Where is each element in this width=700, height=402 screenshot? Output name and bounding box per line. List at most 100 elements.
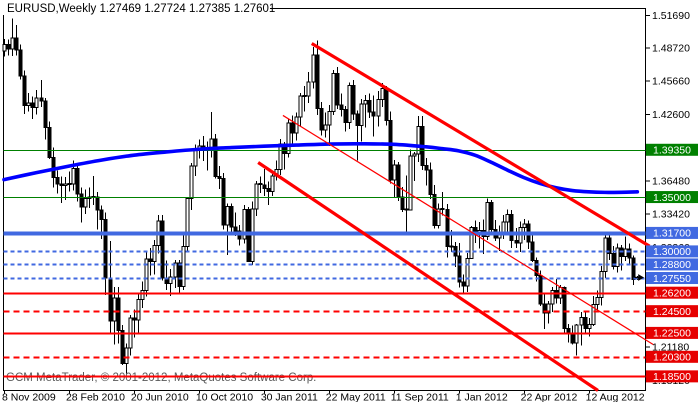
candle-body (47, 126, 52, 159)
right-arrow-icon (638, 274, 644, 281)
candle-body (501, 221, 506, 233)
trendline-2[interactable] (282, 114, 654, 346)
price-badge (646, 272, 698, 285)
candle-body (404, 208, 409, 211)
candle-body (371, 111, 376, 117)
candle-body (181, 246, 186, 287)
candle-body (376, 98, 381, 117)
date-tick-label: 8 Nov 2009 (2, 392, 56, 402)
candle-body (538, 274, 543, 305)
candle-body (611, 252, 616, 268)
horizontal-level-lines[interactable] (3, 149, 646, 378)
candle-body (173, 262, 178, 278)
candle-body (26, 102, 31, 106)
candle-body (627, 248, 632, 259)
candle-body (315, 54, 320, 109)
candle-body (416, 126, 421, 155)
trendline-1[interactable] (310, 42, 651, 248)
candle-body (10, 37, 15, 50)
candle-body (177, 262, 182, 287)
price-tick-label: 1.48720 (652, 42, 690, 54)
candle-body (6, 43, 11, 50)
candle-body (347, 84, 352, 123)
candle-body (14, 37, 19, 51)
chart-layers: 1.51690 1.48720 1.45660 1.42600 1.36480 1.334… (2, 8, 698, 402)
moving-average-line[interactable] (2, 141, 640, 195)
candle-body (319, 107, 324, 131)
price-badge-label: 1.26200 (653, 287, 691, 299)
candle-body (311, 54, 316, 83)
title-layer: EURUSD,Weekly 1.27469 1.27724 1.27385 1.… (2, 1, 275, 15)
trendline-3[interactable] (257, 161, 599, 392)
candle-body (591, 303, 596, 325)
candle-body (603, 237, 608, 272)
candle-body (384, 88, 389, 122)
price-badge-label: 1.27550 (653, 273, 691, 285)
price-badge-label: 1.22500 (653, 328, 691, 340)
candle-body (124, 347, 129, 365)
price-tick-label: 1.21180 (652, 342, 689, 354)
price-badge-label: 1.31700 (653, 228, 691, 240)
candle-body (302, 94, 307, 97)
trendlines[interactable] (257, 42, 654, 392)
candle-body (323, 124, 328, 131)
candle-body (160, 220, 165, 279)
candle-body (79, 193, 84, 208)
candle-body (485, 202, 490, 237)
price-badge-label: 1.18500 (653, 371, 691, 383)
date-tick-label: 12 Aug 2012 (586, 392, 645, 402)
candle-body (254, 183, 259, 210)
date-tick-label: 30 Jan 2011 (261, 392, 318, 402)
candle-body (428, 169, 433, 195)
candle-body (550, 290, 555, 305)
candle-body (270, 175, 275, 193)
candle-body (116, 297, 121, 332)
candle-body (229, 206, 234, 228)
candle-body (562, 286, 567, 329)
price-badge-label: 1.35000 (653, 192, 691, 204)
price-badge (646, 245, 698, 258)
copyright-watermark: GCM MetaTrader, © 2001-2012, MetaQuotes … (6, 372, 316, 384)
price-badge (646, 143, 698, 156)
candle-body (185, 197, 190, 248)
price-tick-label: 1.36480 (652, 175, 690, 187)
price-tick-label: 1.51690 (652, 10, 690, 22)
candle-body (457, 255, 462, 283)
date-tick-label: 22 May 2011 (326, 392, 386, 402)
candlesticks (2, 18, 640, 374)
candle-body (514, 240, 519, 244)
candle-body (168, 276, 173, 284)
candle-body (286, 122, 291, 154)
candle-body (242, 209, 247, 240)
candle-body (579, 317, 584, 326)
candle-body (367, 99, 372, 113)
title-backing (2, 1, 270, 15)
candle-body (461, 281, 466, 287)
candle-body (266, 187, 271, 193)
candle-body (120, 330, 125, 365)
price-badge (646, 326, 698, 339)
time-axis[interactable]: 8 Nov 2009 28 Feb 2010 20 Jun 2010 10 Oct 2… (2, 390, 645, 402)
candle-body (469, 227, 474, 260)
price-badge (646, 226, 698, 239)
candle-body (351, 84, 356, 115)
price-tick-label: 1.42600 (652, 109, 690, 121)
chart-title: EURUSD,Weekly 1.27469 1.27724 1.27385 1.… (7, 3, 275, 15)
candle-body (359, 103, 364, 127)
candle-body (607, 237, 612, 254)
candle-body (99, 209, 104, 220)
candle-body (534, 259, 539, 276)
candle-body (290, 122, 295, 134)
candle-body (18, 49, 23, 77)
candle-body (449, 245, 454, 248)
moving-average[interactable] (2, 141, 640, 195)
candle-body (108, 277, 113, 322)
price-badge-label: 1.39350 (653, 145, 691, 157)
candle-body (246, 209, 251, 263)
candle-body (445, 208, 450, 248)
candle-body (392, 164, 397, 181)
price-badge (646, 350, 698, 363)
